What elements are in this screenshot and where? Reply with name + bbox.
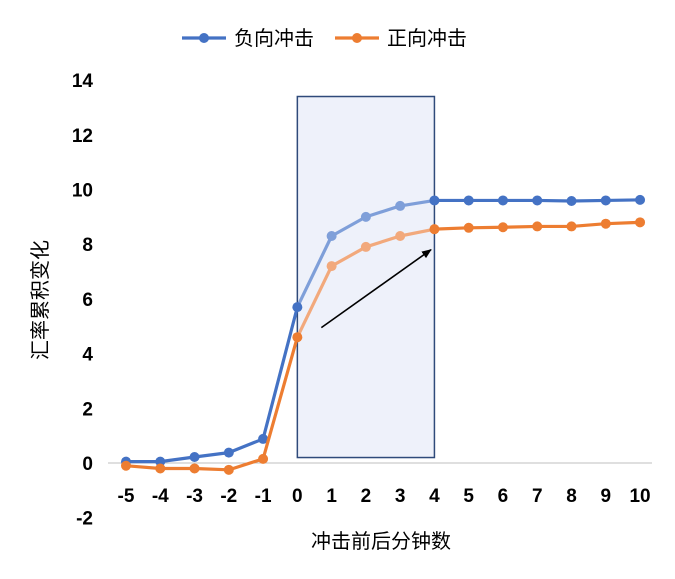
series-line-segment [227, 457, 265, 472]
legend-label: 负向冲击 [234, 26, 314, 50]
x-tick-label: -2 [220, 486, 237, 507]
highlight-region-layer [296, 95, 436, 459]
x-tick-label: -5 [118, 486, 135, 507]
data-point [121, 460, 131, 471]
data-point [566, 221, 577, 232]
data-point [566, 195, 577, 206]
highlight-region [296, 95, 436, 459]
x-tick-label: 1 [326, 486, 337, 507]
x-tick-label: 10 [629, 486, 650, 507]
series-line-segment [569, 198, 608, 203]
data-point [292, 332, 303, 343]
series-line-segment [501, 224, 539, 229]
data-point [600, 218, 611, 229]
x-tick-label: -3 [186, 486, 203, 507]
y-tick-label: 0 [82, 454, 93, 475]
legend-label: 正向冲击 [387, 26, 467, 50]
data-point [189, 463, 200, 474]
data-point [155, 456, 166, 467]
y-tick-label: -2 [76, 509, 93, 530]
series-line-segment [604, 198, 642, 203]
series-line-segment [261, 335, 299, 461]
data-point [497, 222, 508, 233]
series-line-segment [432, 226, 471, 231]
series-line-segment [535, 198, 574, 203]
data-point [292, 302, 303, 313]
legend-swatch-marker [352, 33, 362, 43]
x-axis-title: 冲击前后分钟数 [311, 529, 451, 553]
x-tick-label: 2 [361, 486, 372, 507]
data-point [429, 224, 440, 235]
data-point [360, 241, 371, 252]
y-tick-label: 12 [72, 126, 93, 147]
data-point [326, 261, 337, 272]
series-line-segment [467, 225, 505, 230]
series-line-segment [192, 451, 231, 459]
data-point [395, 200, 406, 211]
data-point [497, 195, 508, 206]
series-1 [121, 217, 646, 475]
series-line-segment [330, 215, 368, 238]
series-line-segment [330, 245, 368, 268]
series-line-segment [398, 227, 437, 238]
legend-swatch-marker [199, 33, 209, 43]
series-line-segment [192, 466, 231, 472]
x-tick-label: 9 [600, 486, 611, 507]
trend-arrow [320, 249, 432, 329]
x-tick-label: 8 [566, 486, 577, 507]
y-tick-label: 10 [72, 181, 93, 202]
x-tick-label: 4 [429, 486, 440, 507]
data-point [429, 195, 440, 206]
x-tick-label: 6 [498, 486, 509, 507]
series-0 [121, 194, 646, 467]
series-line-segment [604, 220, 642, 226]
data-point [258, 433, 269, 444]
x-tick-label: -1 [255, 486, 272, 507]
y-tick-label: 4 [82, 345, 93, 366]
series-line-segment [261, 305, 299, 441]
x-tick-label: 5 [463, 486, 474, 507]
x-tick-label: 3 [395, 486, 406, 507]
series-line-segment [295, 234, 334, 309]
y-axis-title: 汇率累积变化 [28, 240, 52, 360]
data-point [532, 195, 543, 206]
data-point [600, 195, 611, 206]
data-point [360, 211, 371, 222]
data-point [635, 194, 646, 205]
data-point [463, 195, 474, 206]
data-point [223, 447, 234, 458]
series-line-segment [364, 234, 402, 249]
data-point [326, 230, 337, 241]
annotation-layer [320, 249, 432, 329]
series-line-segment [295, 264, 334, 339]
x-tick-label: -4 [152, 486, 169, 507]
legend: 负向冲击 正向冲击 [182, 26, 467, 50]
x-tick-label: 7 [532, 486, 543, 507]
series-line-segment [569, 222, 608, 229]
y-tick-label: 6 [82, 290, 93, 311]
data-point [258, 453, 269, 464]
data-point [532, 221, 543, 232]
data-point [189, 451, 200, 462]
series-line-segment [158, 455, 197, 464]
data-point [463, 222, 474, 233]
series-line-segment [364, 204, 402, 219]
x-tick-label: 0 [292, 486, 303, 507]
series-layer [121, 194, 646, 475]
series-line-segment [227, 437, 265, 455]
series-line-segment [398, 198, 437, 208]
y-tick-label: 2 [82, 399, 93, 420]
data-point [635, 217, 646, 228]
y-tick-label: 8 [82, 235, 93, 256]
data-point [223, 464, 234, 475]
data-point [395, 230, 406, 241]
series-line-segment [124, 464, 162, 471]
data-point [155, 463, 166, 474]
y-tick-label: 14 [72, 71, 94, 92]
